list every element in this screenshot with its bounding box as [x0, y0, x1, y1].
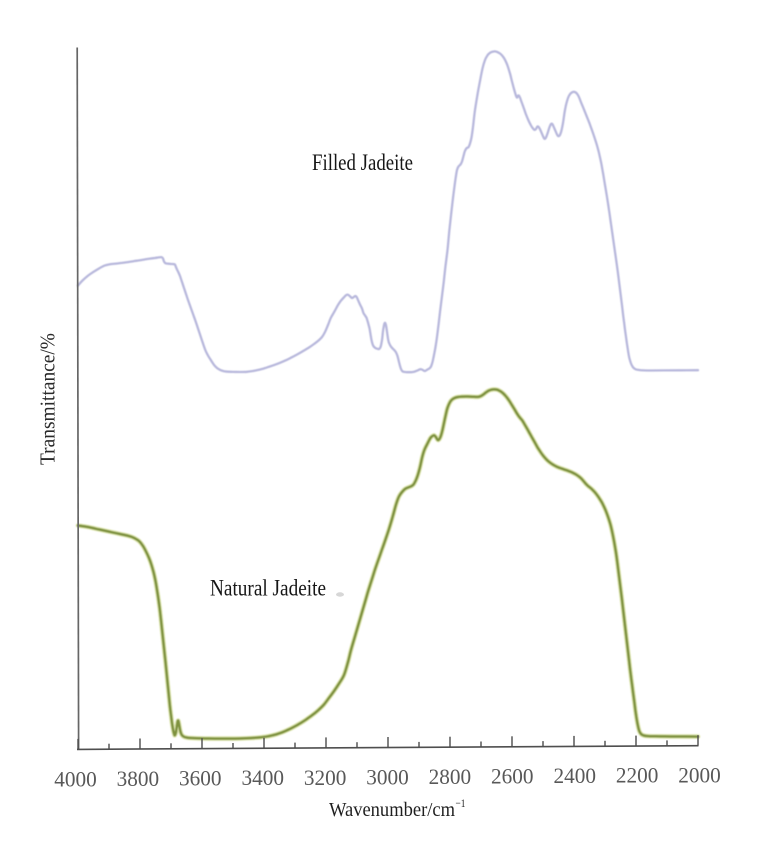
svg-text:3200: 3200: [304, 765, 347, 790]
svg-text:2000: 2000: [678, 762, 721, 787]
svg-text:2800: 2800: [429, 764, 472, 789]
svg-text:4000: 4000: [54, 767, 97, 792]
svg-text:Natural Jadeite: Natural Jadeite: [210, 576, 326, 601]
svg-text:3000: 3000: [366, 764, 409, 789]
svg-text:3400: 3400: [241, 765, 284, 790]
svg-text:Filled Jadeite: Filled Jadeite: [312, 150, 413, 175]
svg-text:Wavenumber/cm: Wavenumber/cm: [329, 799, 455, 821]
svg-text:2400: 2400: [553, 763, 596, 788]
svg-text:3800: 3800: [117, 766, 160, 791]
svg-text:−1: −1: [456, 796, 466, 810]
svg-text:2600: 2600: [491, 764, 534, 789]
svg-text:3600: 3600: [179, 766, 222, 791]
svg-text:Transmittance/%: Transmittance/%: [36, 333, 60, 465]
svg-text:2200: 2200: [616, 763, 659, 788]
